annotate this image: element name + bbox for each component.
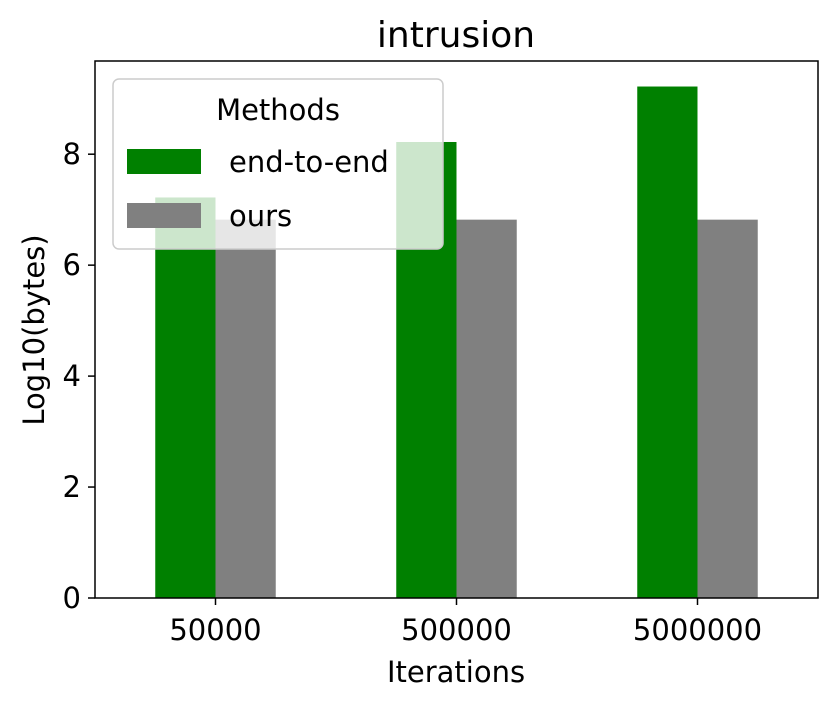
bar-end-to-end-50000 [155, 197, 216, 599]
bar-ours-5000000 [697, 219, 758, 598]
legend: Methods end-to-end ours [112, 78, 444, 250]
plot-frame [94, 60, 819, 599]
y-tick-label: 4 [63, 359, 81, 393]
legend-label-end-to-end: end-to-end [229, 145, 389, 179]
legend-title: Methods [216, 93, 340, 127]
y-tick-label: 2 [63, 470, 81, 504]
x-axis-ticks: 50000 500000 5000000 [169, 598, 762, 647]
bar-ours-50000 [215, 219, 276, 598]
bar-end-to-end-5000000 [637, 86, 698, 599]
bars-group [155, 86, 758, 599]
y-axis-ticks: 0 2 4 6 8 [63, 137, 95, 615]
x-tick-label: 500000 [401, 613, 512, 647]
y-axis-label: Log10(bytes) [17, 234, 51, 425]
legend-swatch-ours [127, 203, 201, 228]
chart-title: intrusion [377, 15, 535, 56]
legend-swatch-end-to-end [127, 149, 201, 174]
y-tick-label: 8 [63, 137, 81, 171]
legend-label-ours: ours [229, 199, 292, 233]
x-axis-label: Iterations [387, 655, 525, 689]
x-tick-label: 50000 [169, 613, 261, 647]
x-tick-label: 5000000 [633, 613, 762, 647]
bar-ours-500000 [456, 219, 517, 598]
y-tick-label: 6 [63, 248, 81, 282]
y-tick-label: 0 [63, 581, 81, 615]
